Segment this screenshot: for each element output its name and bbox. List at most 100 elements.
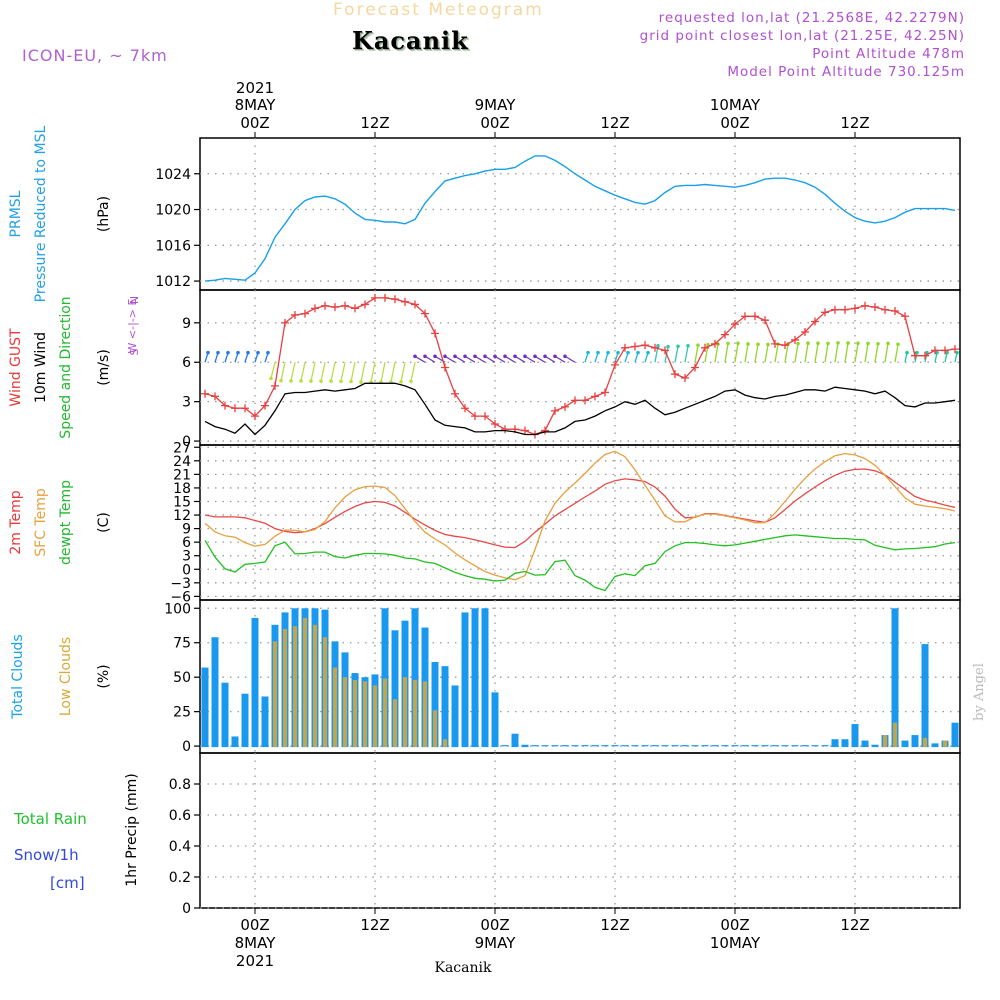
precip-unit-label: 1hr Precip (mm) — [124, 773, 140, 886]
wind-arrow — [684, 345, 689, 363]
gust-marker — [331, 303, 339, 312]
total-cloud-bar — [891, 608, 899, 748]
wind-arrow-head — [736, 341, 740, 346]
gust-marker — [351, 304, 359, 313]
bottom-year-label: 2021 — [236, 952, 274, 970]
total-cloud-bar — [641, 745, 649, 747]
temp-sfc-line — [204, 450, 956, 581]
wind-arrow — [804, 343, 809, 363]
total-cloud-bar — [261, 696, 269, 748]
low-cloud-bar — [343, 677, 347, 748]
pressure-line — [204, 155, 956, 282]
wind-arrow — [484, 355, 496, 363]
gust-marker — [691, 363, 699, 372]
low-cloud-bar — [943, 740, 947, 748]
y-tick-label: 0.6 — [169, 808, 191, 824]
y-tick-label: 21 — [173, 467, 191, 483]
gust-marker — [561, 402, 569, 411]
wind-arrow — [564, 355, 576, 363]
gust-marker — [591, 392, 599, 401]
y-tick-label: 6 — [182, 535, 191, 551]
gust-marker — [891, 307, 899, 316]
low-cloud-bar — [363, 681, 367, 748]
gust-marker — [461, 404, 469, 413]
wind-arrow — [454, 355, 466, 363]
model-label: ICON-EU, ~ 7km — [22, 46, 168, 65]
gust-marker — [791, 335, 799, 344]
gust-marker — [951, 345, 959, 354]
gust-marker — [641, 341, 649, 350]
wind-arrow-head — [226, 350, 230, 355]
bottom-time-label: 12Z — [840, 916, 869, 934]
wind-arrow-head — [876, 341, 880, 346]
top-time-label: 12Z — [840, 114, 869, 132]
total-cloud-bar — [731, 745, 739, 747]
wind-arrow-head — [236, 350, 240, 355]
total-cloud-bar — [651, 745, 659, 747]
y-tick-label: 0.4 — [169, 839, 191, 855]
total-cloud-bar — [841, 739, 849, 748]
total-cloud-bar — [461, 612, 469, 748]
wind-arrow-head — [896, 342, 900, 347]
rain-legend-label: Total Rain — [13, 810, 87, 828]
gust-marker — [241, 404, 249, 413]
gust-marker — [581, 396, 589, 405]
wind-arrow-head — [413, 354, 417, 359]
wind-arrow-head — [636, 350, 640, 355]
y-tick-label: 75 — [173, 636, 191, 652]
wind-arrow — [410, 362, 416, 382]
wind-arrow-head — [796, 341, 800, 346]
gust-marker — [371, 293, 379, 302]
unit-label: (%) — [96, 664, 112, 688]
total-cloud-bar — [571, 745, 579, 747]
bottom-time-label: 00Z — [240, 916, 269, 934]
top-date-label: 10MAY — [710, 96, 761, 114]
panel-precip: 0 0.2 0.4 0.6 0.8 — [169, 752, 961, 917]
wind-arrow — [310, 362, 316, 382]
gust-line — [204, 297, 956, 436]
wind-arrow — [864, 343, 869, 363]
y-axis-label: Wind GUST — [8, 328, 24, 407]
wind-arrow-head — [409, 379, 413, 384]
wind-arrow-head — [289, 379, 293, 383]
wind-arrow-head — [309, 379, 313, 383]
gust-marker — [201, 389, 209, 398]
wind-arrow-head — [216, 350, 220, 355]
top-time-label: 00Z — [480, 114, 509, 132]
wind-arrow-head — [463, 354, 467, 359]
gust-marker — [271, 381, 279, 390]
wind-arrow-head — [746, 342, 750, 346]
wind-arrow-head — [846, 341, 850, 345]
bottom-time-label: 12Z — [360, 916, 389, 934]
wind-arrow-head — [266, 350, 270, 355]
wind-arrow — [360, 362, 366, 383]
total-cloud-bar — [521, 744, 529, 748]
wind-arrow — [824, 343, 829, 363]
low-cloud-bar — [883, 735, 887, 748]
wind-arrow-head — [766, 342, 770, 347]
wind-arrow-head — [423, 354, 427, 359]
gust-marker — [611, 360, 619, 369]
wind-arrow — [390, 362, 396, 383]
total-cloud-bar — [241, 693, 249, 748]
y-tick-label: 0.8 — [169, 777, 191, 793]
panel-pressure: 1012 1016 1020 1024 PRMSL Pressure Reduced to… — [8, 125, 961, 302]
top-time-label: 12Z — [360, 114, 389, 132]
wind-arrow-head — [503, 354, 507, 359]
y-axis-label: 10m Wind — [33, 332, 49, 403]
wind-arrow — [884, 343, 889, 363]
total-cloud-bar — [251, 617, 259, 748]
wind-arrow-head — [349, 379, 353, 384]
total-cloud-bar — [701, 745, 709, 747]
y-axis-label: PRMSL — [8, 190, 24, 237]
wind-arrow — [330, 362, 336, 382]
compass-west-east: W <-|-> E — [126, 299, 139, 354]
wind-arrow — [844, 342, 849, 363]
footer-location: Kacanik — [435, 960, 492, 976]
total-cloud-bar — [791, 745, 799, 747]
total-cloud-bar — [821, 745, 829, 747]
snow-legend-label: Snow/1h — [14, 846, 79, 864]
gust-marker — [521, 426, 529, 435]
total-cloud-bar — [381, 608, 389, 748]
gust-marker — [861, 301, 869, 310]
